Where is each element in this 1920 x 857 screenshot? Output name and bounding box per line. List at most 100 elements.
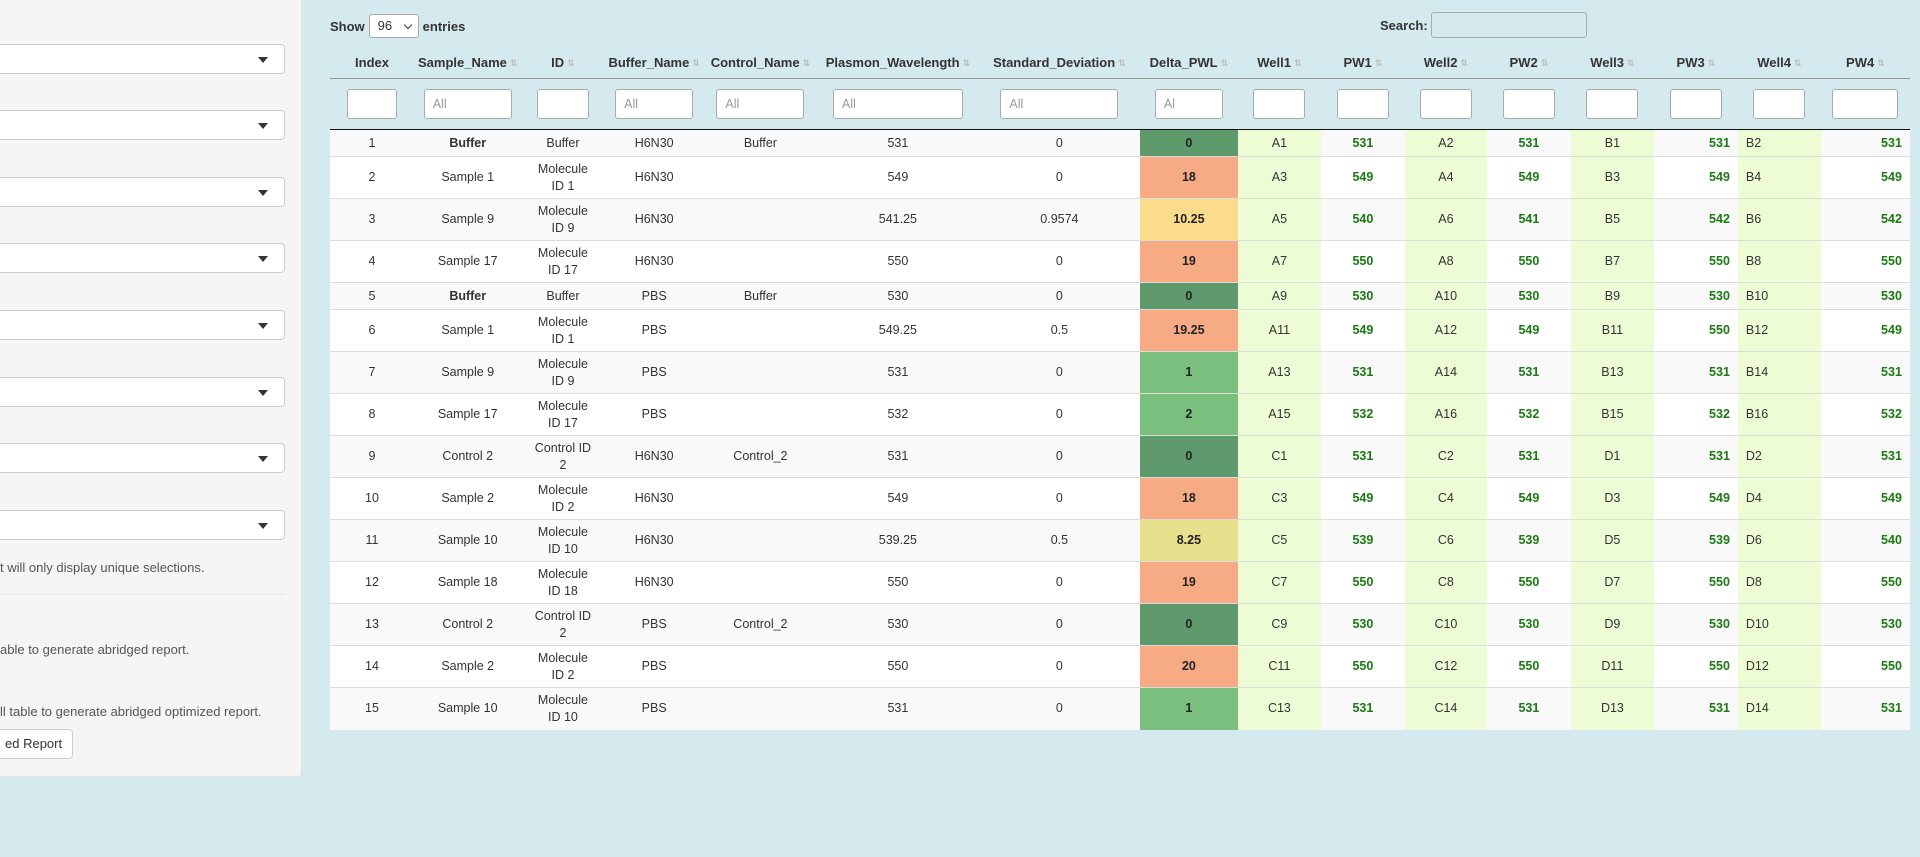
control-name-cell	[703, 645, 817, 688]
id-cell: Molecule ID 1	[521, 156, 605, 199]
id-line: Molecule	[537, 524, 588, 539]
column-filter-input[interactable]	[1753, 89, 1806, 119]
column-filter-input[interactable]	[1253, 89, 1306, 119]
id-line: Molecule	[537, 692, 588, 707]
pw4-cell: 531	[1820, 351, 1910, 394]
column-header-buffer-name[interactable]: Buffer_Name ⇅	[604, 46, 704, 79]
column-header-index[interactable]: Index	[330, 46, 414, 79]
sidebar-panel: t will only display unique selections. a…	[0, 0, 302, 777]
well3-cell: D1	[1570, 435, 1654, 478]
well3-cell: D5	[1570, 519, 1654, 562]
filter-cell	[330, 78, 414, 130]
column-header-label: PW2	[1509, 54, 1538, 70]
id-line: ID 17	[547, 262, 578, 277]
column-header-control-name[interactable]: Control_Name ⇅	[703, 46, 817, 79]
column-header-well4[interactable]: Well4 ⇅	[1737, 46, 1821, 79]
id-line: Buffer	[546, 135, 580, 150]
column-filter-input[interactable]	[1419, 89, 1472, 119]
buffer-name-cell: H6N30	[604, 198, 704, 241]
column-filter-input[interactable]	[536, 89, 589, 119]
column-filter-input[interactable]	[1502, 89, 1555, 119]
sample-name-cell: Buffer	[414, 129, 522, 157]
id-line: Molecule	[537, 314, 588, 329]
column-filter-input[interactable]	[1669, 89, 1722, 119]
column-filter-input[interactable]: All	[1000, 89, 1119, 119]
column-filter-input[interactable]: All	[615, 89, 694, 119]
index-cell: 3	[330, 198, 414, 241]
column-header-well1[interactable]: Well1 ⇅	[1237, 46, 1321, 79]
filter-cell	[521, 78, 605, 130]
sidebar-select-2[interactable]	[0, 110, 285, 140]
pw4-cell: 530	[1820, 282, 1910, 310]
well2-cell: C10	[1404, 603, 1487, 646]
sample-name-cell: Sample 2	[414, 645, 522, 688]
column-header-pw2[interactable]: PW2 ⇅	[1486, 46, 1571, 79]
index-cell: 12	[330, 561, 414, 604]
id-line: ID 10	[547, 541, 578, 556]
well4-cell: D10	[1737, 603, 1821, 646]
well2-cell: A12	[1404, 309, 1487, 352]
filter-cell	[1320, 78, 1405, 130]
well1-cell: A13	[1237, 351, 1321, 394]
well4-cell: D8	[1737, 561, 1821, 604]
sort-icon: ⇅	[1877, 57, 1885, 68]
column-filter-input[interactable]	[1832, 89, 1899, 119]
sidebar-select-8[interactable]	[0, 510, 285, 540]
sidebar-select-4[interactable]	[0, 243, 285, 273]
well1-cell: A1	[1237, 129, 1321, 157]
column-filter-input[interactable]: All	[716, 89, 805, 119]
sort-icon: ⇅	[802, 57, 811, 68]
index-cell: 6	[330, 309, 414, 352]
plasmon-wavelength-cell: 550	[816, 645, 979, 688]
sample-name-cell: Sample 10	[414, 687, 522, 730]
id-line: Molecule	[537, 356, 588, 371]
table-row: 10 Sample 2 Molecule ID 2 H6N30 549 0 18 C3 549 C4…	[330, 477, 1910, 520]
column-filter-input[interactable]	[1336, 89, 1389, 119]
column-header-pw3[interactable]: PW3 ⇅	[1653, 46, 1738, 79]
delta-pwl-cell: 2	[1139, 393, 1238, 436]
column-header-standard-deviation[interactable]: Standard_Deviation ⇅	[978, 46, 1140, 79]
standard-deviation-cell: 0	[978, 561, 1140, 604]
column-filter-input[interactable]: Al	[1154, 89, 1223, 119]
column-filter-input[interactable]: All	[832, 89, 963, 119]
well3-cell: B11	[1570, 309, 1654, 352]
index-cell: 10	[330, 477, 414, 520]
well1-cell: A15	[1237, 393, 1321, 436]
sidebar-select-6[interactable]	[0, 377, 285, 407]
column-filter-input[interactable]: All	[423, 89, 512, 119]
column-header-delta-pwl[interactable]: Delta_PWL ⇅	[1139, 46, 1238, 79]
search-input[interactable]	[1430, 12, 1587, 38]
sidebar-select-5[interactable]	[0, 310, 285, 340]
generate-report-button[interactable]: ed Report	[0, 729, 74, 759]
sort-icon: ⇅	[1460, 57, 1469, 68]
sidebar-select-1[interactable]	[0, 44, 285, 74]
pw3-cell: 550	[1653, 240, 1738, 283]
standard-deviation-cell: 0.5	[978, 519, 1140, 562]
well4-cell: B6	[1737, 198, 1821, 241]
column-header-id[interactable]: ID ⇅	[521, 46, 605, 79]
column-header-plasmon-wavelength[interactable]: Plasmon_Wavelength ⇅	[816, 46, 979, 79]
column-header-pw1[interactable]: PW1 ⇅	[1320, 46, 1405, 79]
filter-cell	[1820, 78, 1910, 130]
sort-icon: ⇅	[567, 57, 575, 68]
sidebar-select-3[interactable]	[0, 177, 285, 207]
sidebar-select-7[interactable]	[0, 443, 285, 473]
column-filter-input[interactable]	[347, 89, 397, 119]
control-name-cell	[703, 198, 817, 241]
column-header-sample-name[interactable]: Sample_Name ⇅	[414, 46, 522, 79]
column-filter-input[interactable]	[1586, 89, 1639, 119]
id-line: Molecule	[537, 650, 588, 665]
well1-cell: A7	[1237, 240, 1321, 283]
buffer-name-cell: H6N30	[604, 519, 704, 562]
control-name-cell: Buffer	[703, 282, 817, 310]
entries-select-value: 96	[377, 18, 393, 33]
entries-select[interactable]: 96	[368, 14, 419, 38]
well3-cell: D11	[1570, 645, 1654, 688]
id-line: ID 2	[551, 499, 575, 514]
column-header-well3[interactable]: Well3 ⇅	[1570, 46, 1654, 79]
column-header-pw4[interactable]: PW4 ⇅	[1820, 46, 1910, 79]
pw4-cell: 549	[1820, 156, 1910, 199]
well2-cell: C14	[1404, 687, 1487, 730]
well3-cell: D13	[1570, 687, 1654, 730]
column-header-well2[interactable]: Well2 ⇅	[1404, 46, 1487, 79]
